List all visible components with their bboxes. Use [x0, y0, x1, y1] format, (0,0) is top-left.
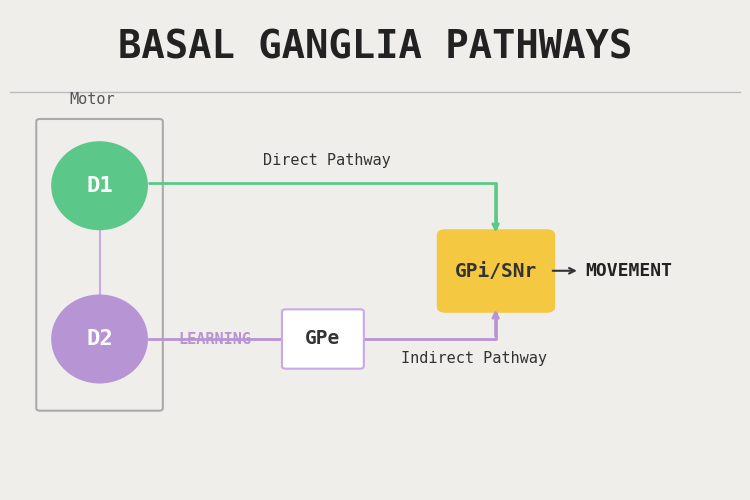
Text: MOVEMENT: MOVEMENT [585, 262, 672, 280]
Text: GPe: GPe [305, 330, 340, 348]
Text: BASAL GANGLIA PATHWAYS: BASAL GANGLIA PATHWAYS [118, 28, 632, 66]
Ellipse shape [51, 141, 148, 230]
Text: GPi/SNr: GPi/SNr [454, 262, 537, 280]
Text: D2: D2 [86, 329, 113, 349]
Text: Direct Pathway: Direct Pathway [262, 154, 391, 168]
Text: Motor: Motor [70, 92, 116, 106]
Text: D1: D1 [86, 176, 113, 196]
Text: Indirect Pathway: Indirect Pathway [401, 352, 547, 366]
FancyBboxPatch shape [36, 119, 163, 410]
Ellipse shape [51, 294, 148, 384]
Text: LEARNING: LEARNING [178, 332, 251, 346]
FancyBboxPatch shape [282, 310, 364, 368]
FancyBboxPatch shape [436, 229, 555, 313]
